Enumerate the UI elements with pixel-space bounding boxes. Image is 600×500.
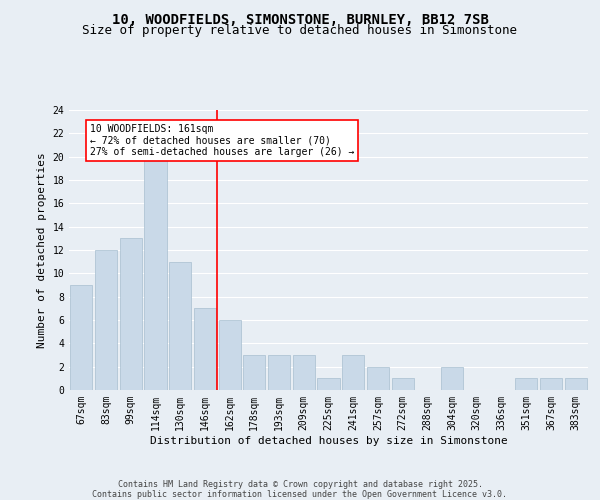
Bar [565, 378, 587, 390]
Bar [70, 285, 92, 390]
Text: 10 WOODFIELDS: 161sqm
← 72% of detached houses are smaller (70)
27% of semi-deta: 10 WOODFIELDS: 161sqm ← 72% of detached … [90, 124, 355, 157]
Text: 10, WOODFIELDS, SIMONSTONE, BURNLEY, BB12 7SB: 10, WOODFIELDS, SIMONSTONE, BURNLEY, BB1… [112, 12, 488, 26]
Text: Contains HM Land Registry data © Crown copyright and database right 2025.
Contai: Contains HM Land Registry data © Crown c… [92, 480, 508, 499]
X-axis label: Distribution of detached houses by size in Simonstone: Distribution of detached houses by size … [149, 436, 508, 446]
Bar [441, 366, 463, 390]
Y-axis label: Number of detached properties: Number of detached properties [37, 152, 47, 348]
Text: Size of property relative to detached houses in Simonstone: Size of property relative to detached ho… [83, 24, 517, 37]
Bar [169, 262, 191, 390]
Bar [194, 308, 216, 390]
Bar [243, 355, 265, 390]
Bar [119, 238, 142, 390]
Bar [95, 250, 117, 390]
Bar [392, 378, 414, 390]
Bar [145, 156, 167, 390]
Bar [293, 355, 315, 390]
Bar [218, 320, 241, 390]
Bar [367, 366, 389, 390]
Bar [540, 378, 562, 390]
Bar [342, 355, 364, 390]
Bar [515, 378, 538, 390]
Bar [268, 355, 290, 390]
Bar [317, 378, 340, 390]
